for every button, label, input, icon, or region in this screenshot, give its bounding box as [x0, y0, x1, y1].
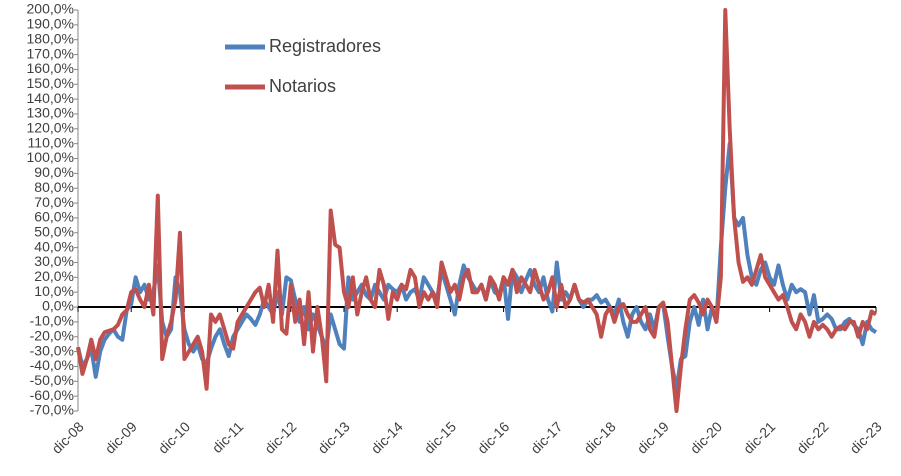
y-tick-label: 60,0%: [34, 209, 74, 225]
x-tick-label: dic-17: [527, 418, 565, 456]
y-tick-label: 80,0%: [34, 179, 74, 195]
y-tick-label: -10,0%: [30, 313, 74, 329]
series-line: [76, 8, 878, 413]
x-tick-label: dic-22: [793, 418, 831, 456]
x-tick-label: dic-13: [314, 418, 352, 456]
x-tick-label: dic-12: [261, 418, 299, 456]
x-tick-label: dic-09: [102, 418, 140, 456]
y-tick-label: 150,0%: [27, 75, 74, 91]
y-tick-label: 110,0%: [28, 134, 74, 150]
y-tick-label: -60,0%: [30, 387, 74, 403]
y-tick-label: 170,0%: [27, 45, 74, 61]
x-tick-label: dic-20: [687, 418, 725, 456]
y-tick-label: 130,0%: [27, 105, 74, 121]
y-tick-label: 160,0%: [27, 60, 74, 76]
legend-label: Notarios: [269, 76, 336, 96]
x-tick-label: dic-19: [634, 418, 672, 456]
x-tick-label: dic-14: [368, 418, 406, 456]
x-tick-label: dic-21: [740, 418, 778, 456]
legend-label: Registradores: [269, 36, 381, 56]
x-tick-label: dic-16: [474, 418, 512, 456]
y-tick-label: -30,0%: [30, 342, 74, 358]
y-tick-label: -50,0%: [30, 372, 74, 388]
x-tick-label: dic-18: [580, 418, 618, 456]
y-tick-label: 180,0%: [27, 30, 74, 46]
y-tick-label: 200,0%: [27, 1, 74, 17]
x-tick-label: dic-15: [421, 418, 459, 456]
y-tick-label: 120,0%: [27, 120, 74, 136]
y-tick-label: 140,0%: [27, 90, 74, 106]
x-tick-label: dic-08: [48, 418, 86, 456]
y-tick-label: 30,0%: [34, 253, 74, 269]
y-tick-label: 90,0%: [34, 164, 74, 180]
y-tick-label: 40,0%: [34, 238, 74, 254]
y-tick-label: -40,0%: [30, 357, 74, 373]
x-tick-label: dic-11: [209, 418, 247, 456]
y-tick-label: -20,0%: [30, 327, 74, 343]
x-tick-label: dic-23: [846, 418, 884, 456]
y-tick-label: 100,0%: [27, 149, 74, 165]
y-tick-label: 50,0%: [34, 223, 74, 239]
y-tick-label: 0,0%: [42, 298, 74, 314]
y-tick-label: 20,0%: [34, 268, 74, 284]
y-tick-label: 70,0%: [34, 194, 74, 210]
y-tick-label: 190,0%: [27, 16, 74, 32]
x-tick-label: dic-10: [155, 418, 193, 456]
y-tick-label: -70,0%: [30, 402, 74, 418]
y-tick-label: 10,0%: [34, 283, 74, 299]
